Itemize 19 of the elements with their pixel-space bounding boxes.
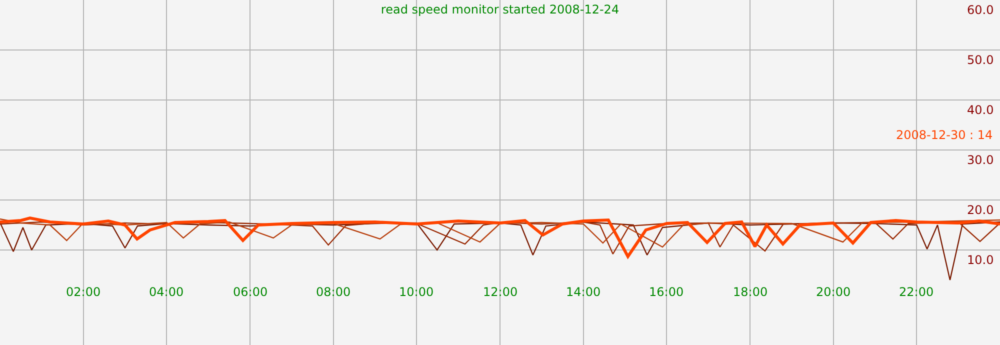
y-tick-label: 40.0	[967, 103, 994, 117]
x-tick-label: 10:00	[399, 285, 434, 299]
x-tick-label: 20:00	[816, 285, 851, 299]
x-tick-label: 12:00	[483, 285, 518, 299]
x-tick-label: 02:00	[66, 285, 101, 299]
x-tick-label: 06:00	[233, 285, 268, 299]
x-tick-label: 04:00	[149, 285, 184, 299]
y-tick-label: 20.0	[967, 203, 994, 217]
annotation: 2008-12-30 : 14	[896, 128, 993, 142]
x-tick-label: 22:00	[899, 285, 934, 299]
x-tick-label: 08:00	[316, 285, 351, 299]
y-tick-label: 50.0	[967, 53, 994, 67]
x-tick-label: 18:00	[733, 285, 768, 299]
y-tick-label: 60.0	[967, 3, 994, 17]
y-tick-label: 30.0	[967, 153, 994, 167]
x-tick-label: 16:00	[649, 285, 684, 299]
y-tick-label: 10.0	[967, 253, 994, 267]
x-tick-label: 14:00	[566, 285, 601, 299]
chart-title: read speed monitor started 2008-12-24	[380, 2, 620, 17]
